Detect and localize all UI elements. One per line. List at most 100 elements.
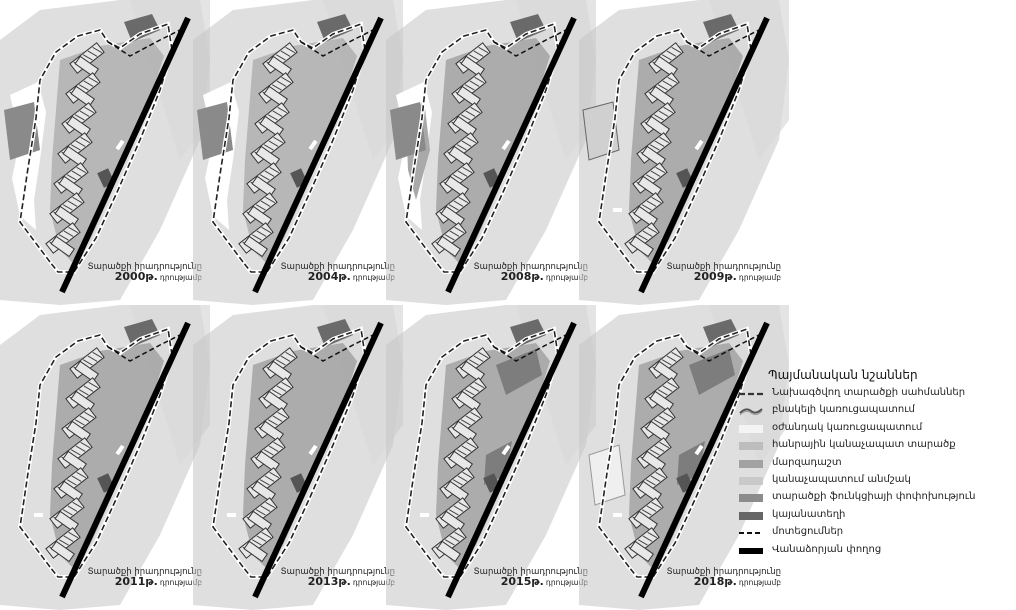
residential-building <box>455 42 491 78</box>
caption-year: 2013թ. <box>307 575 351 588</box>
building-hatch <box>645 479 656 486</box>
legend-label: Նախագծվող տարածքի սահմաններ <box>772 387 966 398</box>
site-plan-map <box>0 0 210 305</box>
building-wing <box>444 480 470 503</box>
building-hatch <box>273 136 284 144</box>
panel-2018թ.: Տարածքի իրադրությունը 2018թ. դրությամբ <box>579 305 789 610</box>
building-wing <box>653 360 679 383</box>
parking-top <box>510 14 546 42</box>
building-hatch <box>655 166 666 174</box>
residential-building <box>57 132 93 168</box>
panel-caption: Տարածքի իրադրությունը 2018թ. դրությամբ <box>667 567 781 588</box>
residential-building <box>258 72 294 108</box>
building-hatch <box>75 445 86 452</box>
building-hatch <box>67 200 78 207</box>
building-hatch <box>281 76 292 84</box>
residential-building <box>455 347 491 383</box>
panel-caption: Տարածքի իրադրությունը 2011թ. դրությամբ <box>88 567 202 588</box>
building-hatch <box>66 174 77 181</box>
caption-title: Տարածքի իրադրությունը <box>666 262 781 272</box>
building-hatch <box>457 170 468 177</box>
building-hatch <box>663 411 674 419</box>
building-hatch <box>251 539 262 546</box>
building-hatch <box>444 539 455 546</box>
residential-building <box>65 72 101 108</box>
building-wing <box>247 510 273 533</box>
building-wing <box>74 55 100 78</box>
legend-symbol <box>739 459 763 468</box>
residential-building <box>640 102 676 138</box>
building-hatch <box>74 114 85 121</box>
legend-label: մարզադաշտ <box>772 456 842 468</box>
building-wing <box>452 420 478 443</box>
caption-suffix: դրությամբ <box>738 273 781 282</box>
project-boundary <box>405 327 559 578</box>
caption-year: 2009թ. <box>693 270 737 283</box>
building-hatch <box>72 196 83 204</box>
caption-year: 2004թ. <box>307 270 351 283</box>
legend-title: Պայմանական նշաններ <box>768 368 918 382</box>
residential-building <box>447 102 483 138</box>
building-hatch <box>469 385 480 392</box>
vanadzor-street-road <box>59 16 191 294</box>
building-hatch <box>464 84 475 91</box>
residential-building <box>435 192 471 228</box>
building-hatch <box>259 479 270 486</box>
building-hatch <box>78 389 89 396</box>
fill-symbol <box>739 476 763 485</box>
residential-building <box>628 192 664 228</box>
project-boundary <box>19 22 173 273</box>
building-wing <box>251 480 277 503</box>
residential-building <box>648 347 684 383</box>
fill-symbol <box>739 494 763 503</box>
vanadzor-street-road <box>252 16 384 294</box>
caption-date-line: 2009թ. դրությամբ <box>667 270 781 283</box>
building-hatch <box>275 359 286 366</box>
building-wing <box>633 205 659 228</box>
building-hatch <box>280 50 291 57</box>
building-hatch <box>454 226 465 234</box>
building-hatch <box>452 479 463 486</box>
building-hatch <box>641 509 652 516</box>
building-hatch <box>646 505 657 512</box>
building-wing <box>70 85 96 108</box>
building-wing <box>649 390 675 413</box>
building-hatch <box>62 509 73 516</box>
building-wing <box>440 205 466 228</box>
building-wing <box>645 420 671 443</box>
building-hatch <box>78 84 89 91</box>
building-hatch <box>658 415 669 422</box>
building-wing <box>62 450 88 473</box>
building-hatch <box>468 359 479 366</box>
legend-item: մարզադաշտ <box>738 455 1013 472</box>
building-hatch <box>470 106 481 114</box>
legend-item: բնակելի կառուցապատում <box>738 402 1013 419</box>
building-wing <box>255 145 281 168</box>
caption-suffix: դրությամբ <box>352 578 395 587</box>
marker <box>694 444 704 456</box>
caption-title: Տարածքի իրադրությունը <box>473 262 588 272</box>
fill-symbol <box>739 442 763 451</box>
legend-symbol <box>739 392 763 396</box>
building-hatch <box>469 80 480 87</box>
legend-item: կանաչապատում անմշակ <box>738 472 1013 489</box>
legend-item: տարածքի ֆունկցիայի փոփոխություն <box>738 489 1013 506</box>
building-hatch <box>666 355 677 362</box>
caption-title: Տարածքի իրադրությունը <box>666 567 781 577</box>
caption-year: 2008թ. <box>500 270 544 283</box>
building-hatch <box>92 351 103 359</box>
marker <box>501 444 511 456</box>
building-hatch <box>79 110 90 117</box>
panel-2004թ.: Տարածքի իրադրությունը 2004թ. դրությամբ <box>193 0 403 305</box>
building-hatch <box>659 136 670 144</box>
building-hatch <box>255 204 266 211</box>
legend-symbol <box>739 408 763 416</box>
marker <box>115 444 125 456</box>
caption-year: 2000թ. <box>114 270 158 283</box>
building-hatch <box>456 144 467 151</box>
building-hatch <box>671 351 682 359</box>
building-hatch <box>251 234 262 241</box>
building-hatch <box>444 234 455 241</box>
legend-symbol <box>739 424 763 433</box>
building-wing <box>74 360 100 383</box>
